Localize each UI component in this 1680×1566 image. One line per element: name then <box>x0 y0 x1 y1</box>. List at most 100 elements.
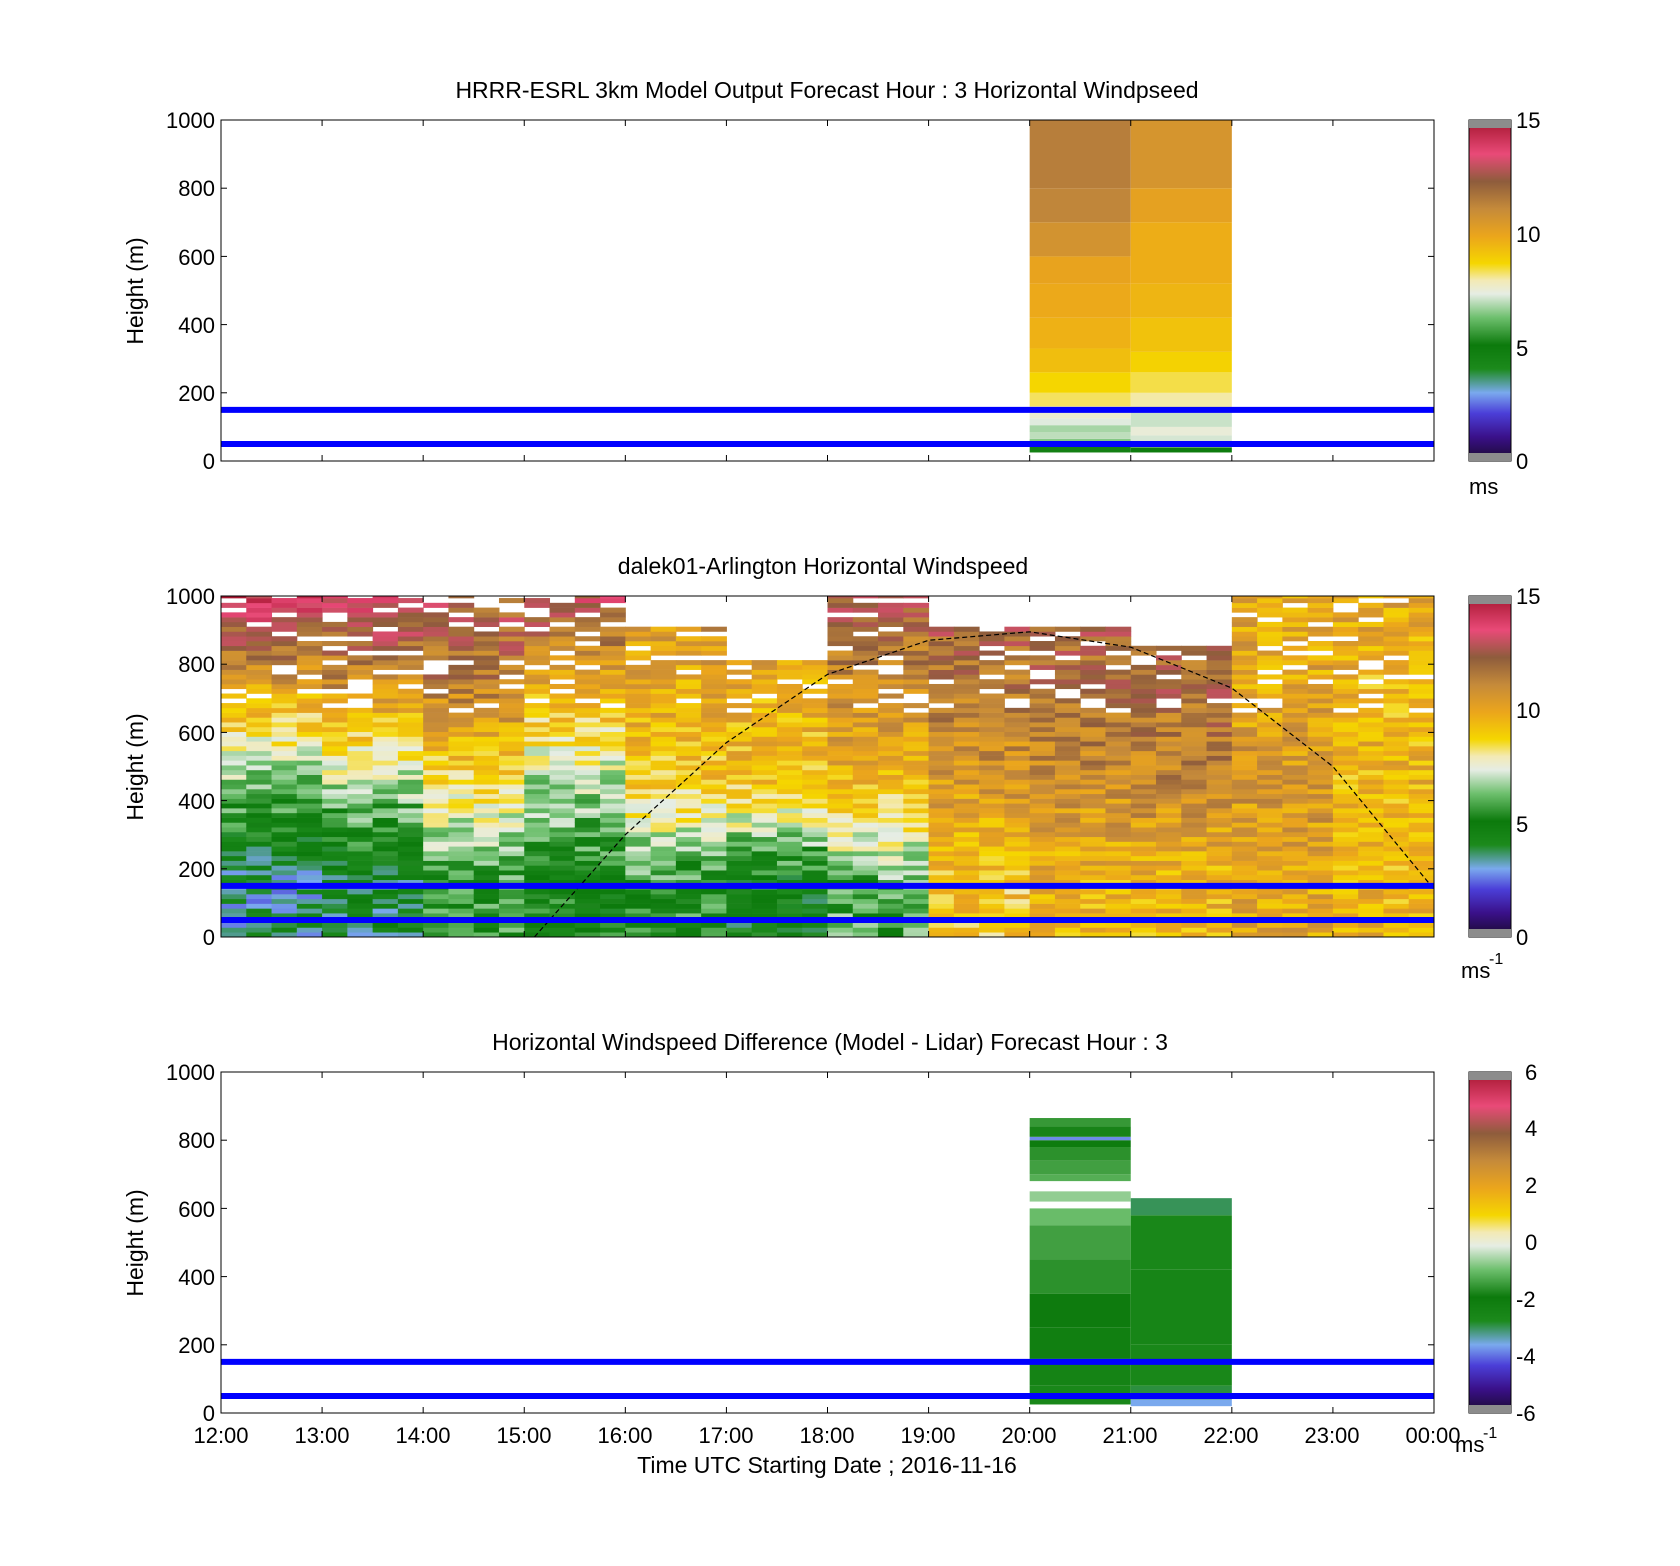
heatmap-cell <box>246 822 273 828</box>
heatmap-cell <box>675 755 702 761</box>
colorbar-gradient <box>1468 595 1512 938</box>
heatmap-cell <box>1156 784 1182 790</box>
heatmap-cell <box>1332 879 1359 885</box>
heatmap-cell <box>1383 898 1410 904</box>
heatmap-cell <box>347 922 374 928</box>
heatmap-cell <box>1080 827 1106 833</box>
y-tick-label: 400 <box>178 1265 215 1290</box>
heatmap-cell <box>802 870 828 876</box>
heatmap-cell <box>448 703 475 709</box>
heatmap-cell <box>498 617 525 623</box>
heatmap-cell <box>600 870 626 876</box>
heatmap-cell <box>397 860 424 866</box>
heatmap-cell <box>246 932 273 937</box>
heatmap-cell <box>1054 769 1081 775</box>
heatmap-cell <box>1029 712 1056 718</box>
heatmap-cell <box>903 683 930 690</box>
heatmap-cell <box>903 746 930 752</box>
heatmap-cell <box>1408 655 1434 661</box>
heatmap-cell <box>1206 812 1233 818</box>
heatmap-cell <box>1130 679 1157 685</box>
heatmap-cell <box>246 803 273 809</box>
heatmap-cell <box>574 621 601 627</box>
heatmap-cell <box>1029 703 1056 709</box>
heatmap-cell <box>802 894 828 900</box>
heatmap-cell <box>600 860 626 866</box>
heatmap-cell <box>372 703 399 709</box>
heatmap-cell <box>878 803 904 809</box>
heatmap-cell <box>802 746 828 752</box>
heatmap-cell <box>675 641 702 647</box>
heatmap-cell <box>1181 693 1208 699</box>
heatmap-cell <box>802 913 828 919</box>
heatmap-cell <box>574 596 601 599</box>
heatmap-cell <box>221 874 247 881</box>
heatmap-cell <box>271 922 298 928</box>
heatmap-cell <box>1307 617 1334 623</box>
heatmap-cell <box>1080 741 1106 747</box>
heatmap-cell <box>600 769 626 775</box>
heatmap-cell <box>246 927 273 933</box>
heatmap-cell <box>1408 726 1434 733</box>
heatmap-cell <box>347 660 374 666</box>
heatmap-cell <box>1004 760 1031 766</box>
heatmap-cell <box>650 865 677 871</box>
heatmap-cell <box>928 836 955 842</box>
heatmap-cell <box>1231 617 1258 623</box>
heatmap-cell <box>1004 812 1031 818</box>
heatmap-cell <box>1332 596 1359 599</box>
heatmap-cell <box>1282 760 1309 766</box>
heatmap-cell <box>701 865 727 871</box>
heatmap-cell <box>878 760 904 766</box>
heatmap-cell <box>1307 808 1334 814</box>
heatmap-cell <box>397 913 424 919</box>
heatmap-cell <box>1156 932 1182 937</box>
heatmap-cell <box>701 645 727 651</box>
heatmap-cell <box>802 831 828 838</box>
heatmap-cell <box>1080 927 1106 933</box>
heatmap-cell <box>903 664 930 670</box>
heatmap-cell <box>1029 760 1056 766</box>
heatmap-cell <box>498 822 525 828</box>
heatmap-cell <box>524 812 551 818</box>
heatmap-cell <box>776 798 803 804</box>
heatmap-cell <box>953 631 980 637</box>
heatmap-cell <box>473 879 500 885</box>
heatmap-cell <box>372 836 399 842</box>
heatmap-cell <box>1105 741 1132 747</box>
heatmap-cell <box>1004 731 1031 737</box>
heatmap-cell <box>1181 726 1208 733</box>
heatmap-cell <box>776 812 803 818</box>
heatmap-cell <box>1383 846 1410 852</box>
heatmap-cell <box>1156 769 1182 775</box>
heatmap-cell <box>1206 822 1233 828</box>
heatmap-cell <box>953 703 980 709</box>
heatmap-cell <box>802 688 828 694</box>
heatmap-cell <box>498 913 525 919</box>
heatmap-cell <box>751 779 778 785</box>
heatmap-cell <box>1054 722 1081 728</box>
heatmap-cell <box>878 717 904 723</box>
heatmap-cell <box>701 855 727 861</box>
heatmap-cell <box>979 769 1005 775</box>
heatmap-cell <box>903 626 930 632</box>
heatmap-cell <box>246 874 273 881</box>
heatmap-cell <box>827 789 854 795</box>
heatmap-cell <box>271 722 298 728</box>
heatmap-cell <box>296 741 323 747</box>
heatmap-cell <box>726 908 753 914</box>
heatmap-cell <box>423 855 449 861</box>
heatmap-cell <box>878 631 904 637</box>
heatmap-cell <box>574 746 601 752</box>
heatmap-cell <box>498 650 525 656</box>
heatmap-cell <box>1408 889 1434 895</box>
heatmap-cell <box>423 927 449 933</box>
heatmap-cell <box>1408 617 1434 623</box>
heatmap-cell <box>1105 836 1132 842</box>
heatmap-cell <box>953 836 980 842</box>
heatmap-cell <box>271 765 298 771</box>
heatmap-cell <box>1282 831 1309 838</box>
heatmap-cell <box>221 769 247 775</box>
heatmap-cell <box>397 626 424 632</box>
heatmap-cell <box>524 808 551 814</box>
